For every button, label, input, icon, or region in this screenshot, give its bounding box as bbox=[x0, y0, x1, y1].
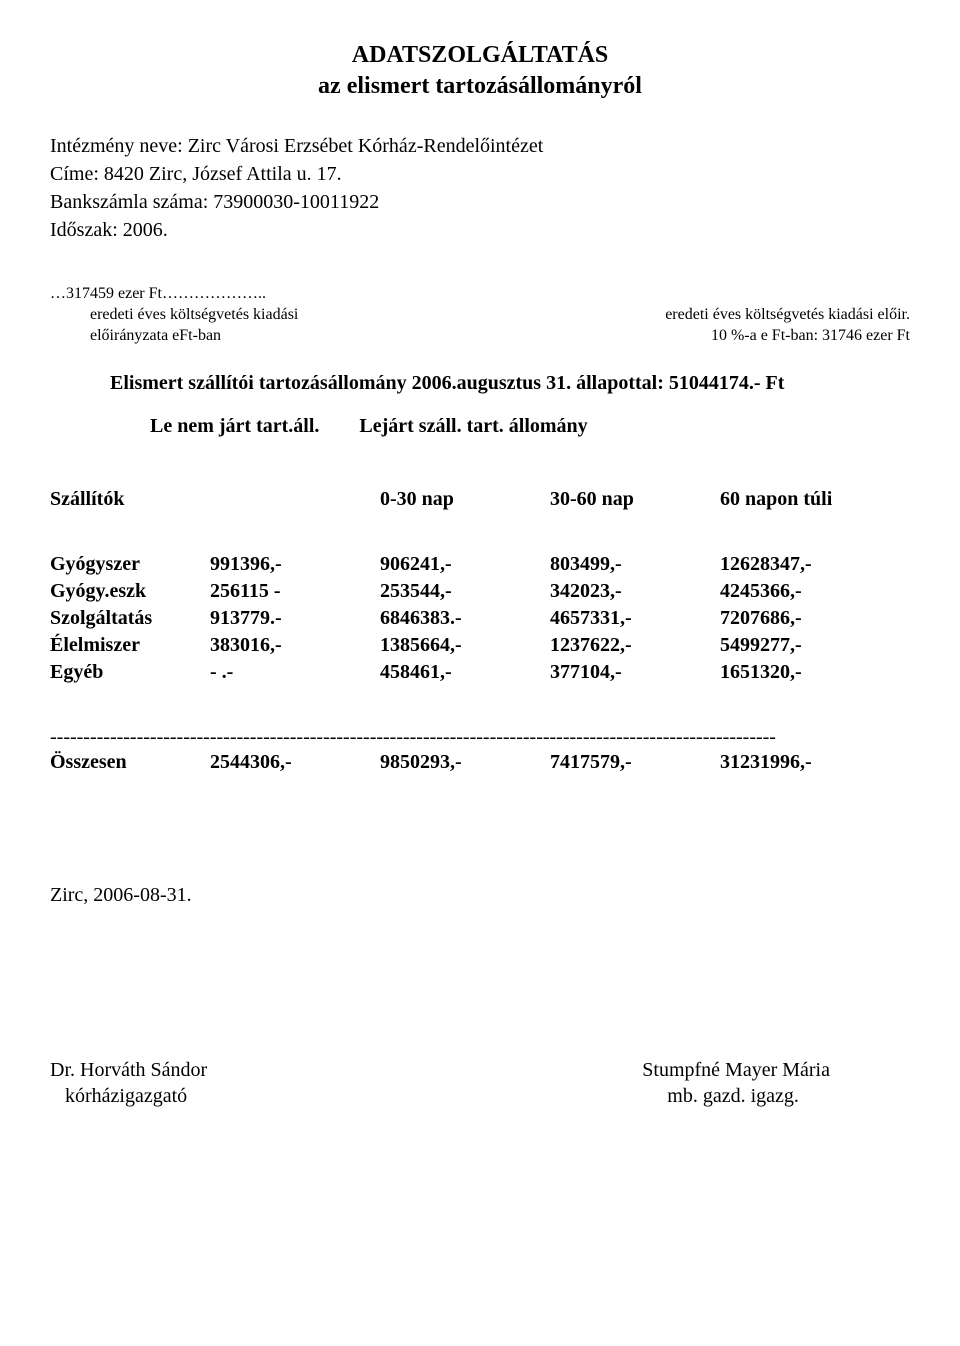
th-30-60: 30-60 nap bbox=[550, 488, 720, 511]
signature-block: Dr. Horváth Sándor kórházigazgató Stumpf… bbox=[50, 1057, 910, 1109]
table-row: Gyógyszer 991396,- 906241,- 803499,- 126… bbox=[50, 551, 910, 578]
cell: 991396,- bbox=[210, 551, 380, 578]
sign-left-name: Dr. Horváth Sándor bbox=[50, 1057, 207, 1083]
table-body: Gyógyszer 991396,- 906241,- 803499,- 126… bbox=[50, 551, 910, 686]
divider-line: ----------------------------------------… bbox=[50, 726, 910, 749]
cell: Gyógy.eszk bbox=[50, 578, 210, 605]
sum-c3: 9850293,- bbox=[380, 751, 550, 774]
column-labels: Le nem járt tart.áll. Lejárt száll. tart… bbox=[50, 415, 910, 438]
sum-label: Összesen bbox=[50, 751, 210, 774]
table-row: Élelmiszer 383016,- 1385664,- 1237622,- … bbox=[50, 632, 910, 659]
meta-block: Intézmény neve: Zirc Városi Erzsébet Kór… bbox=[50, 132, 910, 244]
cell: 256115 - bbox=[210, 578, 380, 605]
cell: Szolgáltatás bbox=[50, 605, 210, 632]
cell: 4245366,- bbox=[720, 578, 910, 605]
document-page: ADATSZOLGÁLTATÁS az elismert tartozásáll… bbox=[0, 0, 960, 1346]
cell: 458461,- bbox=[380, 659, 550, 686]
sign-left-title: kórházigazgató bbox=[50, 1083, 207, 1109]
budget-right-2: eredeti éves költségvetés kiadási előir. bbox=[665, 305, 910, 326]
sum-c4: 7417579,- bbox=[550, 751, 720, 774]
col-label-right: Lejárt száll. tart. állomány bbox=[359, 415, 587, 438]
cell: 12628347,- bbox=[720, 551, 910, 578]
title-line1: ADATSZOLGÁLTATÁS bbox=[50, 40, 910, 71]
cell: 1385664,- bbox=[380, 632, 550, 659]
col-label-left: Le nem járt tart.áll. bbox=[150, 415, 319, 438]
cell: 7207686,- bbox=[720, 605, 910, 632]
meta-address: Címe: 8420 Zirc, József Attila u. 17. bbox=[50, 160, 910, 188]
cell: 253544,- bbox=[380, 578, 550, 605]
sign-right-name: Stumpfné Mayer Mária bbox=[642, 1057, 830, 1083]
document-title: ADATSZOLGÁLTATÁS az elismert tartozásáll… bbox=[50, 40, 910, 102]
cell: 6846383.- bbox=[380, 605, 550, 632]
cell: 342023,- bbox=[550, 578, 720, 605]
date-line: Zirc, 2006-08-31. bbox=[50, 884, 910, 907]
signature-right: Stumpfné Mayer Mária mb. gazd. igazg. bbox=[642, 1057, 910, 1109]
th-60plus: 60 napon túli bbox=[720, 488, 910, 511]
meta-period: Időszak: 2006. bbox=[50, 216, 910, 244]
cell: 906241,- bbox=[380, 551, 550, 578]
title-line2: az elismert tartozásállományról bbox=[50, 71, 910, 102]
status-line: Elismert szállítói tartozásállomány 2006… bbox=[50, 372, 910, 395]
cell: 383016,- bbox=[210, 632, 380, 659]
cell: Gyógyszer bbox=[50, 551, 210, 578]
cell: 1651320,- bbox=[720, 659, 910, 686]
cell: 4657331,- bbox=[550, 605, 720, 632]
table-row: Egyéb - .- 458461,- 377104,- 1651320,- bbox=[50, 659, 910, 686]
cell: Egyéb bbox=[50, 659, 210, 686]
meta-bank: Bankszámla száma: 73900030-10011922 bbox=[50, 188, 910, 216]
budget-right-3: 10 %-a e Ft-ban: 31746 ezer Ft bbox=[711, 326, 910, 347]
signature-left: Dr. Horváth Sándor kórházigazgató bbox=[50, 1057, 207, 1109]
budget-left-1: …317459 ezer Ft……………….. bbox=[50, 284, 266, 305]
cell: 803499,- bbox=[550, 551, 720, 578]
th-suppliers: Szállítók bbox=[50, 488, 210, 511]
budget-block: …317459 ezer Ft……………….. eredeti éves köl… bbox=[50, 284, 910, 346]
th-blank bbox=[210, 488, 380, 511]
th-0-30: 0-30 nap bbox=[380, 488, 550, 511]
cell: 1237622,- bbox=[550, 632, 720, 659]
budget-left-2: eredeti éves költségvetés kiadási bbox=[50, 305, 298, 326]
cell: 377104,- bbox=[550, 659, 720, 686]
meta-institution: Intézmény neve: Zirc Városi Erzsébet Kór… bbox=[50, 132, 910, 160]
sign-right-title: mb. gazd. igazg. bbox=[642, 1083, 830, 1109]
budget-left-3: előirányzata eFt-ban bbox=[50, 326, 221, 347]
cell: 913779.- bbox=[210, 605, 380, 632]
sum-c5: 31231996,- bbox=[720, 751, 910, 774]
table-sum-row: Összesen 2544306,- 9850293,- 7417579,- 3… bbox=[50, 751, 910, 774]
table-header: Szállítók 0-30 nap 30-60 nap 60 napon tú… bbox=[50, 488, 910, 511]
table-row: Gyógy.eszk 256115 - 253544,- 342023,- 42… bbox=[50, 578, 910, 605]
table-row: Szolgáltatás 913779.- 6846383.- 4657331,… bbox=[50, 605, 910, 632]
cell: Élelmiszer bbox=[50, 632, 210, 659]
cell: 5499277,- bbox=[720, 632, 910, 659]
cell: - .- bbox=[210, 659, 380, 686]
sum-c2: 2544306,- bbox=[210, 751, 380, 774]
